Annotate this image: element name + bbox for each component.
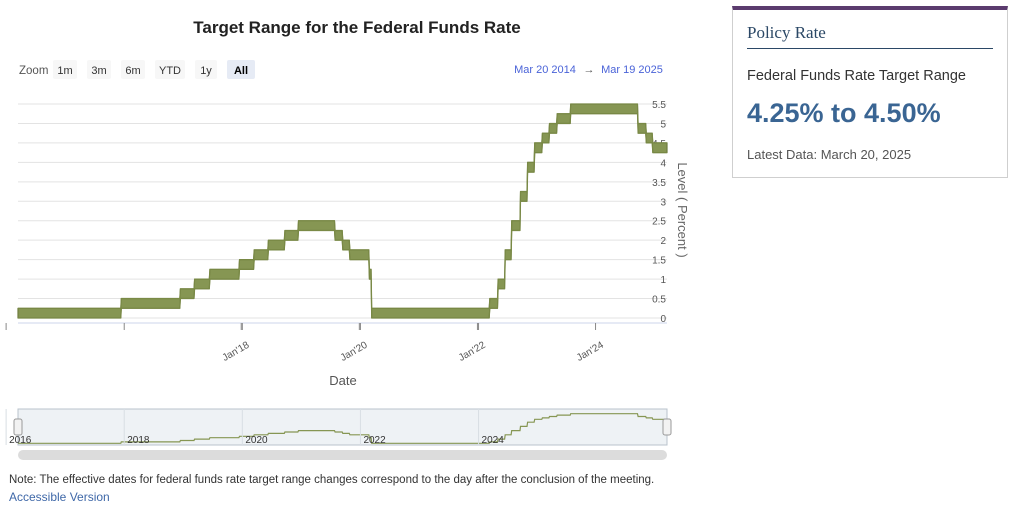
y-tick-label: 4 xyxy=(660,158,666,169)
zoom-button-label[interactable]: 6m xyxy=(125,65,140,77)
y-tick-label: 1.5 xyxy=(652,256,666,267)
rate-range-band xyxy=(17,103,668,319)
x-tick-label: Jan'20 xyxy=(339,340,370,364)
zoom-button-label[interactable]: 1m xyxy=(57,65,72,77)
navigator-label: 2022 xyxy=(363,435,386,446)
gridlines xyxy=(18,103,667,319)
panel-title: Policy Rate xyxy=(747,23,826,42)
y-tick-label: 0.5 xyxy=(652,295,666,306)
zoom-button-bg[interactable] xyxy=(87,60,111,79)
zoom-button-label[interactable]: 1y xyxy=(200,65,212,77)
y-axis-title: Level ( Percent ) xyxy=(675,162,690,257)
zoom-button-1y[interactable]: 1y xyxy=(195,60,217,79)
navigator-handle-left[interactable] xyxy=(13,418,23,436)
y-tick-label: 1 xyxy=(660,275,666,286)
panel-subtitle: Federal Funds Rate Target Range xyxy=(747,68,966,84)
series xyxy=(17,103,668,319)
zoom-button-all[interactable]: All xyxy=(227,60,255,79)
range-to[interactable]: Mar 19 2025 xyxy=(601,64,663,76)
y-tick-label: 5.5 xyxy=(652,100,666,111)
y-tick-label: 5 xyxy=(660,119,666,130)
zoom-controls: Zoom 1m 3m 6m YTD 1y All xyxy=(19,60,255,79)
zoom-button-6m[interactable]: 6m xyxy=(121,60,145,79)
accessible-version-link[interactable]: Accessible Version xyxy=(9,490,110,504)
navigator-scrollbar[interactable] xyxy=(18,450,667,460)
range-arrow: → xyxy=(584,64,595,76)
latest-data-date: Latest Data: March 20, 2025 xyxy=(747,147,912,162)
navigator-label: 2024 xyxy=(482,435,505,446)
x-axis: Jan'18 Jan'20 Jan'22 Jan'24 xyxy=(5,322,667,364)
scrollbar-track[interactable] xyxy=(18,450,667,460)
zoom-button-bg[interactable] xyxy=(155,60,185,79)
navigator-label: 2018 xyxy=(127,435,150,446)
y-axis: 00.511.522.533.544.555.5 xyxy=(652,100,666,325)
chart-title: Target Range for the Federal Funds Rate xyxy=(193,18,520,37)
zoom-button-label[interactable]: YTD xyxy=(159,65,181,77)
navigator[interactable]: 2016 2018 2020 2022 2024 xyxy=(5,408,668,446)
x-tick-label: Jan'18 xyxy=(221,340,252,364)
navigator-label: 2016 xyxy=(9,435,32,446)
policy-rate-panel: Policy Rate Federal Funds Rate Target Ra… xyxy=(732,6,1008,178)
y-tick-label: 3 xyxy=(660,197,666,208)
series-lower-limit xyxy=(18,113,667,319)
zoom-button-bg[interactable] xyxy=(53,60,77,79)
navigator-handle-right[interactable] xyxy=(662,418,672,436)
zoom-button-label[interactable]: 3m xyxy=(91,65,106,77)
y-tick-label: 3.5 xyxy=(652,178,666,189)
zoom-label: Zoom xyxy=(19,65,48,77)
x-tick-label: Jan'22 xyxy=(457,340,488,364)
zoom-button-1m[interactable]: 1m xyxy=(53,60,77,79)
x-axis-title: Date xyxy=(329,373,356,388)
zoom-button-bg[interactable] xyxy=(227,60,255,79)
navigator-series xyxy=(18,413,667,444)
zoom-button-label[interactable]: All xyxy=(234,65,248,77)
zoom-button-bg[interactable] xyxy=(121,60,145,79)
y-tick-label: 2.5 xyxy=(652,217,666,228)
zoom-button-bg[interactable] xyxy=(195,60,217,79)
navigator-label: 2020 xyxy=(245,435,268,446)
chart: Target Range for the Federal Funds Rate … xyxy=(5,18,690,460)
footnote: Note: The effective dates for federal fu… xyxy=(9,474,655,486)
x-tick-label: Jan'24 xyxy=(575,340,606,364)
y-tick-label: 2 xyxy=(660,236,666,247)
range-from[interactable]: Mar 20 2014 xyxy=(514,64,576,76)
y-tick-label: 0 xyxy=(660,314,666,325)
policy-rate-value: 4.25% to 4.50% xyxy=(747,98,941,128)
zoom-button-3m[interactable]: 3m xyxy=(87,60,111,79)
navigator-background xyxy=(17,408,668,446)
panel-divider xyxy=(747,48,993,49)
series-upper-limit xyxy=(18,103,667,309)
zoom-button-ytd[interactable]: YTD xyxy=(155,60,185,79)
